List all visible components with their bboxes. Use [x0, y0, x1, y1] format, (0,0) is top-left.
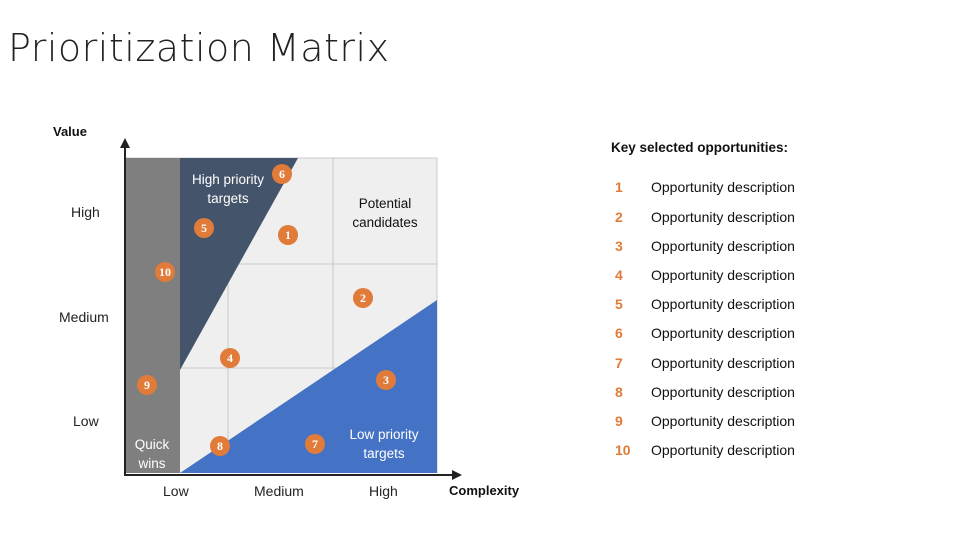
opportunity-badge-8: 8: [210, 436, 230, 456]
key-item: 5 Opportunity description: [615, 294, 795, 314]
key-item-description: Opportunity description: [651, 267, 795, 283]
key-item-number: 4: [615, 267, 623, 283]
y-tick-low: Low: [73, 413, 99, 429]
opportunity-badge-7: 7: [305, 434, 325, 454]
quick-wins-region: [125, 158, 180, 473]
key-item: 9 Opportunity description: [615, 411, 795, 431]
key-item-description: Opportunity description: [651, 179, 795, 195]
key-item-description: Opportunity description: [651, 442, 795, 458]
key-item: 7 Opportunity description: [615, 353, 795, 373]
axes: [124, 145, 455, 476]
key-item-description: Opportunity description: [651, 413, 795, 429]
x-axis-arrow: [452, 470, 462, 480]
y-tick-high: High: [71, 204, 100, 220]
key-item-description: Opportunity description: [651, 325, 795, 341]
key-item-number: 8: [615, 384, 623, 400]
opportunity-badge-4: 4: [220, 348, 240, 368]
high-priority-region: [180, 158, 298, 370]
key-item: 3 Opportunity description: [615, 236, 795, 256]
opportunity-badge-1: 1: [278, 225, 298, 245]
key-item-number: 9: [615, 413, 623, 429]
x-tick-high: High: [369, 483, 398, 499]
key-item: 4 Opportunity description: [615, 265, 795, 285]
key-item-description: Opportunity description: [651, 238, 795, 254]
key-item-number: 7: [615, 355, 623, 371]
key-item-number: 1: [615, 179, 623, 195]
x-tick-low: Low: [163, 483, 189, 499]
low-priority-region: [180, 300, 437, 473]
high-priority-label: High priority targets: [191, 172, 265, 206]
key-item-description: Opportunity description: [651, 355, 795, 371]
key-item-number: 3: [615, 238, 623, 254]
opportunity-badge-3: 3: [376, 370, 396, 390]
key-item: 1 Opportunity description: [615, 177, 795, 197]
key-item: 6 Opportunity description: [615, 323, 795, 343]
x-axis-title: Complexity: [449, 483, 520, 498]
key-item-description: Opportunity description: [651, 296, 795, 312]
key-item-number: 6: [615, 325, 623, 341]
key-item-description: Opportunity description: [651, 384, 795, 400]
key-item: 10 Opportunity description: [615, 440, 795, 460]
y-tick-medium: Medium: [59, 309, 109, 325]
key-item: 8 Opportunity description: [615, 382, 795, 402]
opportunity-badge-5: 5: [194, 218, 214, 238]
opportunity-badge-10: 10: [155, 262, 175, 282]
quick-wins-label: Quick wins: [134, 437, 170, 471]
y-axis-arrow: [120, 138, 130, 148]
key-item-description: Opportunity description: [651, 209, 795, 225]
opportunity-badge-2: 2: [353, 288, 373, 308]
x-tick-medium: Medium: [254, 483, 304, 499]
potential-candidates-label: Potential candidates: [352, 196, 418, 230]
key-item-number: 5: [615, 296, 623, 312]
page-title: Prioritization Matrix: [8, 26, 390, 70]
key-item-number: 10: [615, 442, 631, 458]
key-item-number: 2: [615, 209, 623, 225]
low-priority-label: Low priority targets: [349, 427, 419, 461]
y-axis-title: Value: [53, 124, 87, 139]
opportunity-badge-9: 9: [137, 375, 157, 395]
key-item: 2 Opportunity description: [615, 207, 795, 227]
key-title: Key selected opportunities:: [611, 140, 789, 155]
opportunity-badge-6: 6: [272, 164, 292, 184]
